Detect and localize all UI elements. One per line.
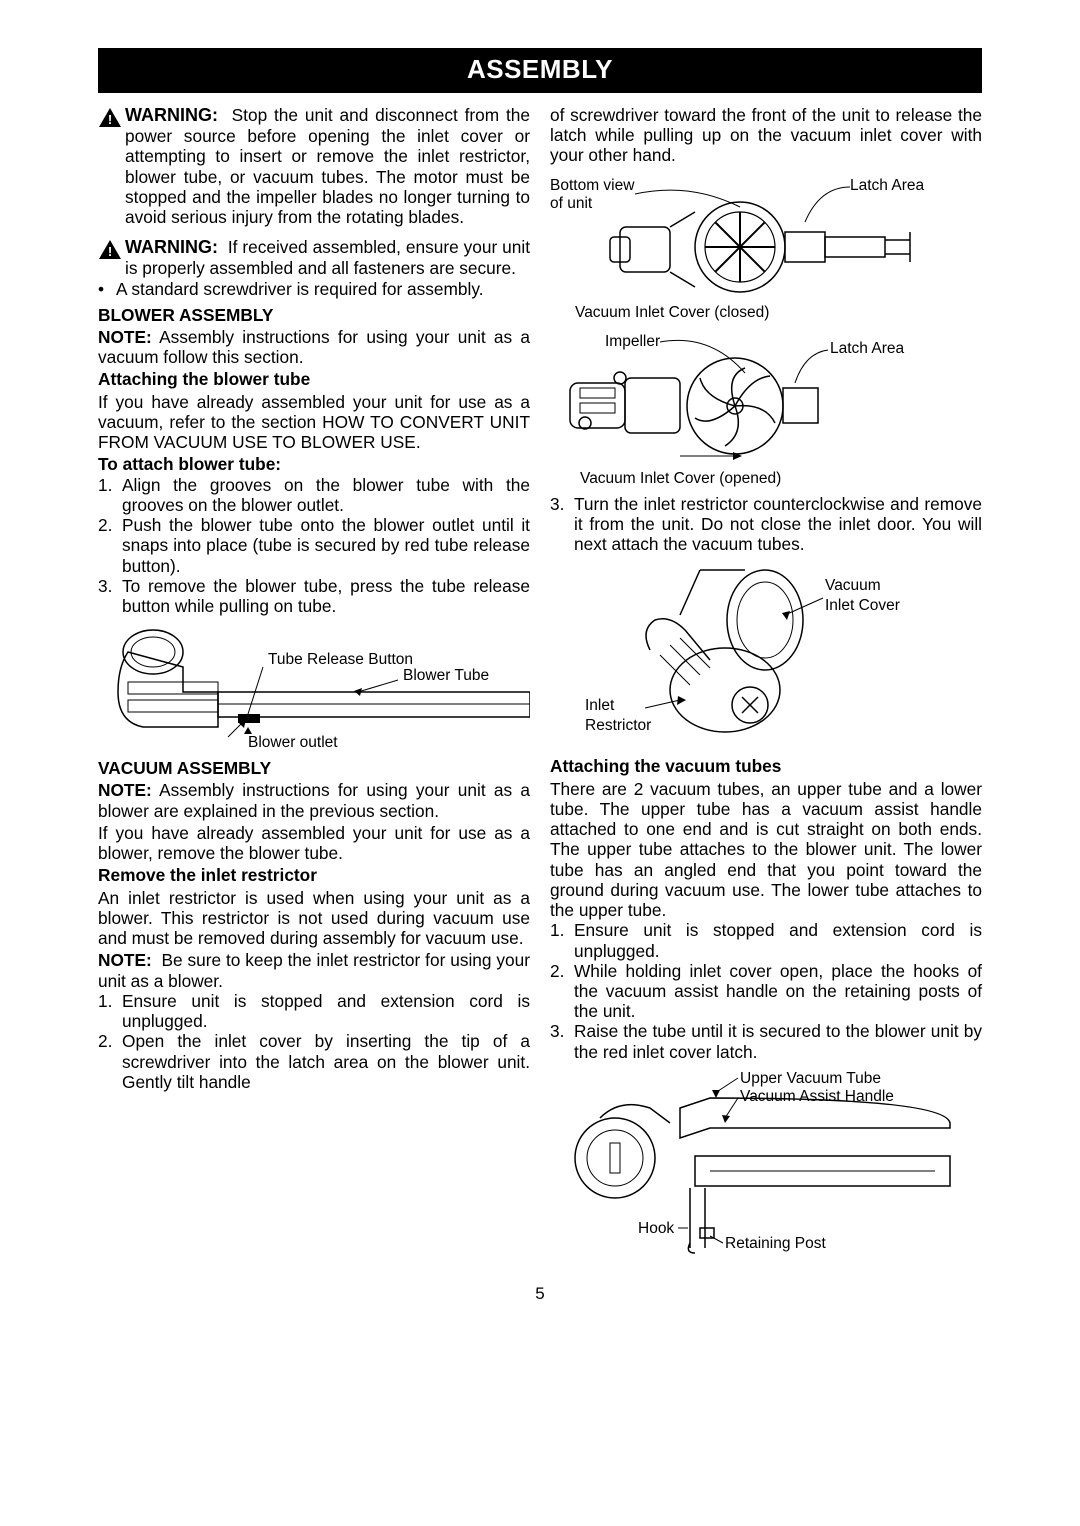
svg-text:Vacuum Inlet Cover (opened): Vacuum Inlet Cover (opened) [580,470,781,487]
step-text: Push the blower tube onto the blower out… [122,515,530,576]
list-item: 1.Align the grooves on the blower tube w… [98,475,530,515]
svg-text:Vacuum: Vacuum [825,577,881,594]
step-text: While holding inlet cover open, place th… [574,961,982,1022]
paragraph: There are 2 vacuum tubes, an upper tube … [550,779,982,921]
bullet-list: •A standard screwdriver is required for … [98,279,530,299]
blower-assembly-heading: BLOWER ASSEMBLY [98,305,530,325]
attach-blower-tube-heading: Attaching the blower tube [98,369,530,389]
note-body: Assembly instructions for using your uni… [98,780,530,820]
step-text: Raise the tube until it is secured to th… [574,1021,982,1061]
bullet-text: A standard screwdriver is required for a… [116,279,484,299]
list-item: 1.Ensure unit is stopped and extension c… [98,991,530,1031]
step-text: Turn the inlet restrictor counterclockwi… [574,494,982,555]
note-body: Assembly instructions for using your uni… [98,327,530,367]
list-item: 1.Ensure unit is stopped and extension c… [550,920,982,960]
list-item: 3.To remove the blower tube, press the t… [98,576,530,616]
warning-label: WARNING: [125,237,218,257]
figure-vacuum-tube: Upper Vacuum Tube Vacuum Assist Handle [550,1068,982,1268]
note-paragraph: NOTE: Assembly instructions for using yo… [98,780,530,820]
figure-inlet-closed: Bottom view of unit Latch Area [550,172,982,322]
list-item: 3.Turn the inlet restrictor counterclock… [550,494,982,555]
section-header: ASSEMBLY [98,48,982,93]
list-item: 3.Raise the tube until it is secured to … [550,1021,982,1061]
continuation-text: of screwdriver toward the front of the u… [550,105,982,166]
paragraph: If you have already assembled your unit … [98,392,530,453]
svg-text:!: ! [108,112,112,127]
vacuum-assembly-heading: VACUUM ASSEMBLY [98,758,530,778]
svg-text:Inlet: Inlet [585,697,615,714]
page-number: 5 [98,1284,982,1304]
svg-text:Hook: Hook [638,1220,674,1237]
step-text: Ensure unit is stopped and extension cor… [122,991,530,1031]
svg-text:Blower outlet: Blower outlet [248,734,338,751]
to-attach-blower-heading: To attach blower tube: [98,454,530,474]
note-body: Be sure to keep the inlet restrictor for… [98,950,530,990]
warning-text-2: WARNING: If received assembled, ensure y… [125,237,530,278]
warning-triangle-icon: ! [98,239,122,260]
attach-vacuum-tubes-heading: Attaching the vacuum tubes [550,756,982,776]
list-item: 2.While holding inlet cover open, place … [550,961,982,1022]
step-text: To remove the blower tube, press the tub… [122,576,530,616]
svg-text:Impeller: Impeller [605,333,660,350]
svg-text:Latch Area: Latch Area [830,340,904,357]
paragraph: An inlet restrictor is used when using y… [98,888,530,949]
left-column: ! WARNING: Stop the unit and disconnect … [98,105,530,1274]
right-column: of screwdriver toward the front of the u… [550,105,982,1274]
svg-text:Latch Area: Latch Area [850,177,924,194]
step-text: Open the inlet cover by inserting the ti… [122,1031,530,1092]
numbered-list: 1.Ensure unit is stopped and extension c… [98,991,530,1092]
svg-text:of unit: of unit [550,195,593,212]
svg-text:Retaining Post: Retaining Post [725,1235,827,1252]
list-item: 2.Open the inlet cover by inserting the … [98,1031,530,1092]
note-label: NOTE: [98,327,152,347]
figure-inlet-opened: Impeller Latch Area [550,328,982,488]
warning-triangle-icon: ! [98,107,122,128]
two-column-layout: ! WARNING: Stop the unit and disconnect … [98,105,982,1274]
svg-text:Inlet Cover: Inlet Cover [825,597,900,614]
numbered-list: 1.Align the grooves on the blower tube w… [98,475,530,617]
note-label: NOTE: [98,950,152,970]
warning-block-2: ! WARNING: If received assembled, ensure… [98,237,530,278]
warning-text-1: WARNING: Stop the unit and disconnect fr… [125,105,530,227]
numbered-list: 3.Turn the inlet restrictor counterclock… [550,494,982,555]
note-paragraph: NOTE: Assembly instructions for using yo… [98,327,530,367]
figure-label: Tube Release Button [268,651,413,668]
note-paragraph: NOTE: Be sure to keep the inlet restrict… [98,950,530,990]
step-text: Ensure unit is stopped and extension cor… [574,920,982,960]
step-text: Align the grooves on the blower tube wit… [122,475,530,515]
remove-inlet-heading: Remove the inlet restrictor [98,865,530,885]
figure-inlet-restrictor: Vacuum Inlet Cover [550,560,982,750]
paragraph: If you have already assembled your unit … [98,823,530,863]
list-item: •A standard screwdriver is required for … [98,279,530,299]
list-item: 2.Push the blower tube onto the blower o… [98,515,530,576]
warning-block-1: ! WARNING: Stop the unit and disconnect … [98,105,530,227]
note-label: NOTE: [98,780,152,800]
svg-text:!: ! [108,244,112,259]
svg-text:Restrictor: Restrictor [585,717,651,734]
manual-page: ASSEMBLY ! WARNING: Stop the unit and di… [0,0,1080,1526]
svg-text:Upper Vacuum Tube: Upper Vacuum Tube [740,1070,881,1087]
step-continuation: of screwdriver toward the front of the u… [550,105,982,166]
warning-label: WARNING: [125,105,218,125]
svg-text:Vacuum Inlet Cover (closed): Vacuum Inlet Cover (closed) [575,304,769,321]
svg-text:Blower Tube: Blower Tube [403,667,489,684]
svg-text:Bottom view: Bottom view [550,177,635,194]
numbered-list: 1.Ensure unit is stopped and extension c… [550,920,982,1062]
figure-blower-tube: Tube Release Button Blower Tube Blower o… [98,622,530,752]
